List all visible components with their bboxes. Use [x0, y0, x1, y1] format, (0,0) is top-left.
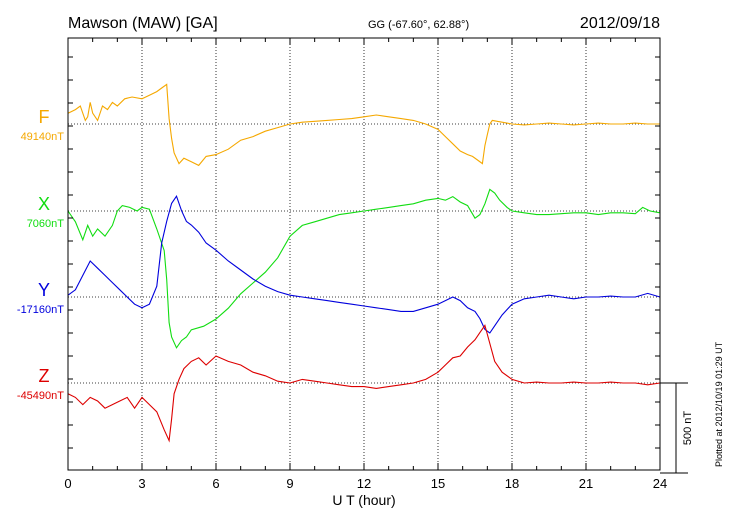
x-tick-label-9: 9 — [286, 476, 293, 491]
chart-date: 2012/09/18 — [580, 15, 660, 32]
series-line-y — [67, 194, 661, 334]
series-labels: F 49140nT X 7060nT Y -17160nT Z -45490nT — [17, 107, 64, 402]
baseline-value-y: -17160nT — [17, 304, 64, 316]
x-tick-label-21: 21 — [579, 476, 593, 491]
x-tick-label-12: 12 — [357, 476, 371, 491]
component-label-z: Z — [39, 366, 50, 386]
station-title: Mawson (MAW) [GA] — [68, 15, 218, 32]
x-tick-label-24: 24 — [653, 476, 667, 491]
component-label-f: F — [39, 107, 50, 127]
series-line-f — [67, 83, 660, 167]
x-tick-label-15: 15 — [431, 476, 445, 491]
station-coordinates: GG (-67.60°, 62.88°) — [368, 19, 469, 31]
x-tick-label-0: 0 — [64, 476, 71, 491]
baseline-value-z: -45490nT — [17, 390, 64, 402]
series-layer — [67, 83, 661, 443]
plotted-timestamp: Plotted at 2012/10/19 01:29 UT — [714, 341, 724, 467]
grid — [68, 38, 660, 470]
scale-bar: 500 nT — [660, 382, 694, 474]
plot-frame — [67, 37, 661, 471]
series-line-z — [67, 324, 661, 443]
scale-bar-label: 500 nT — [682, 411, 694, 446]
axis-ticks: 0 3 6 9 12 15 18 21 24 — [64, 38, 667, 491]
x-axis-title: U T (hour) — [332, 492, 395, 508]
x-tick-label-18: 18 — [505, 476, 519, 491]
x-tick-label-3: 3 — [138, 476, 145, 491]
baseline-value-f: 49140nT — [21, 131, 65, 143]
component-label-y: Y — [38, 280, 50, 300]
x-tick-label-6: 6 — [212, 476, 219, 491]
component-label-x: X — [38, 194, 50, 214]
series-line-x — [67, 188, 661, 349]
baseline-value-x: 7060nT — [27, 218, 65, 230]
